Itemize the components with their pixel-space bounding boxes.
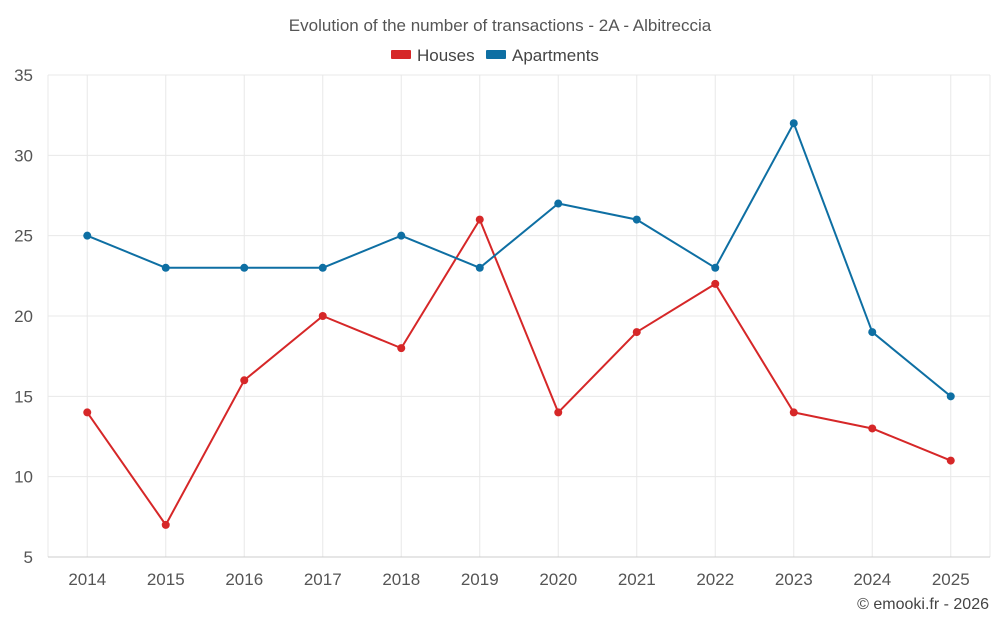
- x-tick-label: 2015: [147, 570, 185, 589]
- data-point-apartments: [789, 119, 798, 128]
- data-point-houses: [83, 408, 92, 417]
- y-tick-label: 10: [14, 468, 33, 487]
- x-tick-label: 2018: [382, 570, 420, 589]
- data-point-houses: [161, 520, 170, 529]
- legend-label-apartments: Apartments: [512, 46, 599, 65]
- legend: Houses Apartments: [391, 46, 599, 65]
- x-axis: 2014 2015 2016 2017 2018 2019 2020 2021 2022 2023…: [68, 570, 969, 589]
- x-tick-label: 2022: [696, 570, 734, 589]
- x-tick-label: 2014: [68, 570, 106, 589]
- y-tick-label: 30: [14, 146, 33, 165]
- data-point-apartments: [318, 263, 327, 272]
- data-point-apartments: [632, 215, 641, 224]
- y-tick-label: 15: [14, 387, 33, 406]
- series-line-apartments: [86, 122, 952, 398]
- data-point-apartments: [161, 263, 170, 272]
- data-point-houses: [318, 312, 327, 320]
- data-point-houses: [475, 215, 484, 224]
- x-tick-label: 2017: [304, 570, 342, 589]
- data-point-apartments: [83, 231, 92, 240]
- x-tick-label: 2016: [225, 570, 263, 589]
- data-point-houses: [946, 456, 955, 465]
- y-tick-label: 35: [14, 66, 33, 85]
- y-tick-label: 25: [14, 227, 33, 246]
- data-point-apartments: [554, 199, 563, 208]
- y-axis: 5 10 15 20 25 30 35: [14, 66, 33, 567]
- data-point-houses: [789, 408, 798, 417]
- data-point-apartments: [397, 231, 406, 240]
- data-point-houses: [632, 328, 641, 337]
- y-tick-label: 20: [14, 307, 33, 326]
- gridlines: [47, 74, 991, 558]
- credit-text: © emooki.fr - 2026: [857, 596, 989, 613]
- x-tick-label: 2019: [461, 570, 499, 589]
- data-point-apartments: [475, 263, 484, 272]
- data-point-houses: [711, 279, 720, 288]
- x-tick-label: 2025: [932, 570, 970, 589]
- series-line-houses: [86, 218, 952, 526]
- data-point-apartments: [711, 263, 720, 272]
- data-point-houses: [240, 376, 249, 385]
- legend-swatch-apartments: [486, 50, 506, 59]
- x-tick-label: 2023: [775, 570, 813, 589]
- x-tick-label: 2024: [853, 570, 891, 589]
- series-layer: [83, 119, 955, 529]
- data-point-houses: [397, 344, 406, 353]
- data-point-apartments: [946, 392, 955, 401]
- data-point-apartments: [868, 328, 877, 337]
- x-tick-label: 2020: [539, 570, 577, 589]
- legend-swatch-houses: [391, 50, 411, 59]
- legend-label-houses: Houses: [417, 46, 475, 65]
- x-tick-label: 2021: [618, 570, 656, 589]
- data-point-houses: [554, 408, 563, 417]
- chart-title: Evolution of the number of transactions …: [289, 16, 712, 35]
- y-tick-label: 5: [24, 548, 33, 567]
- data-point-apartments: [240, 263, 249, 272]
- data-point-houses: [868, 424, 877, 433]
